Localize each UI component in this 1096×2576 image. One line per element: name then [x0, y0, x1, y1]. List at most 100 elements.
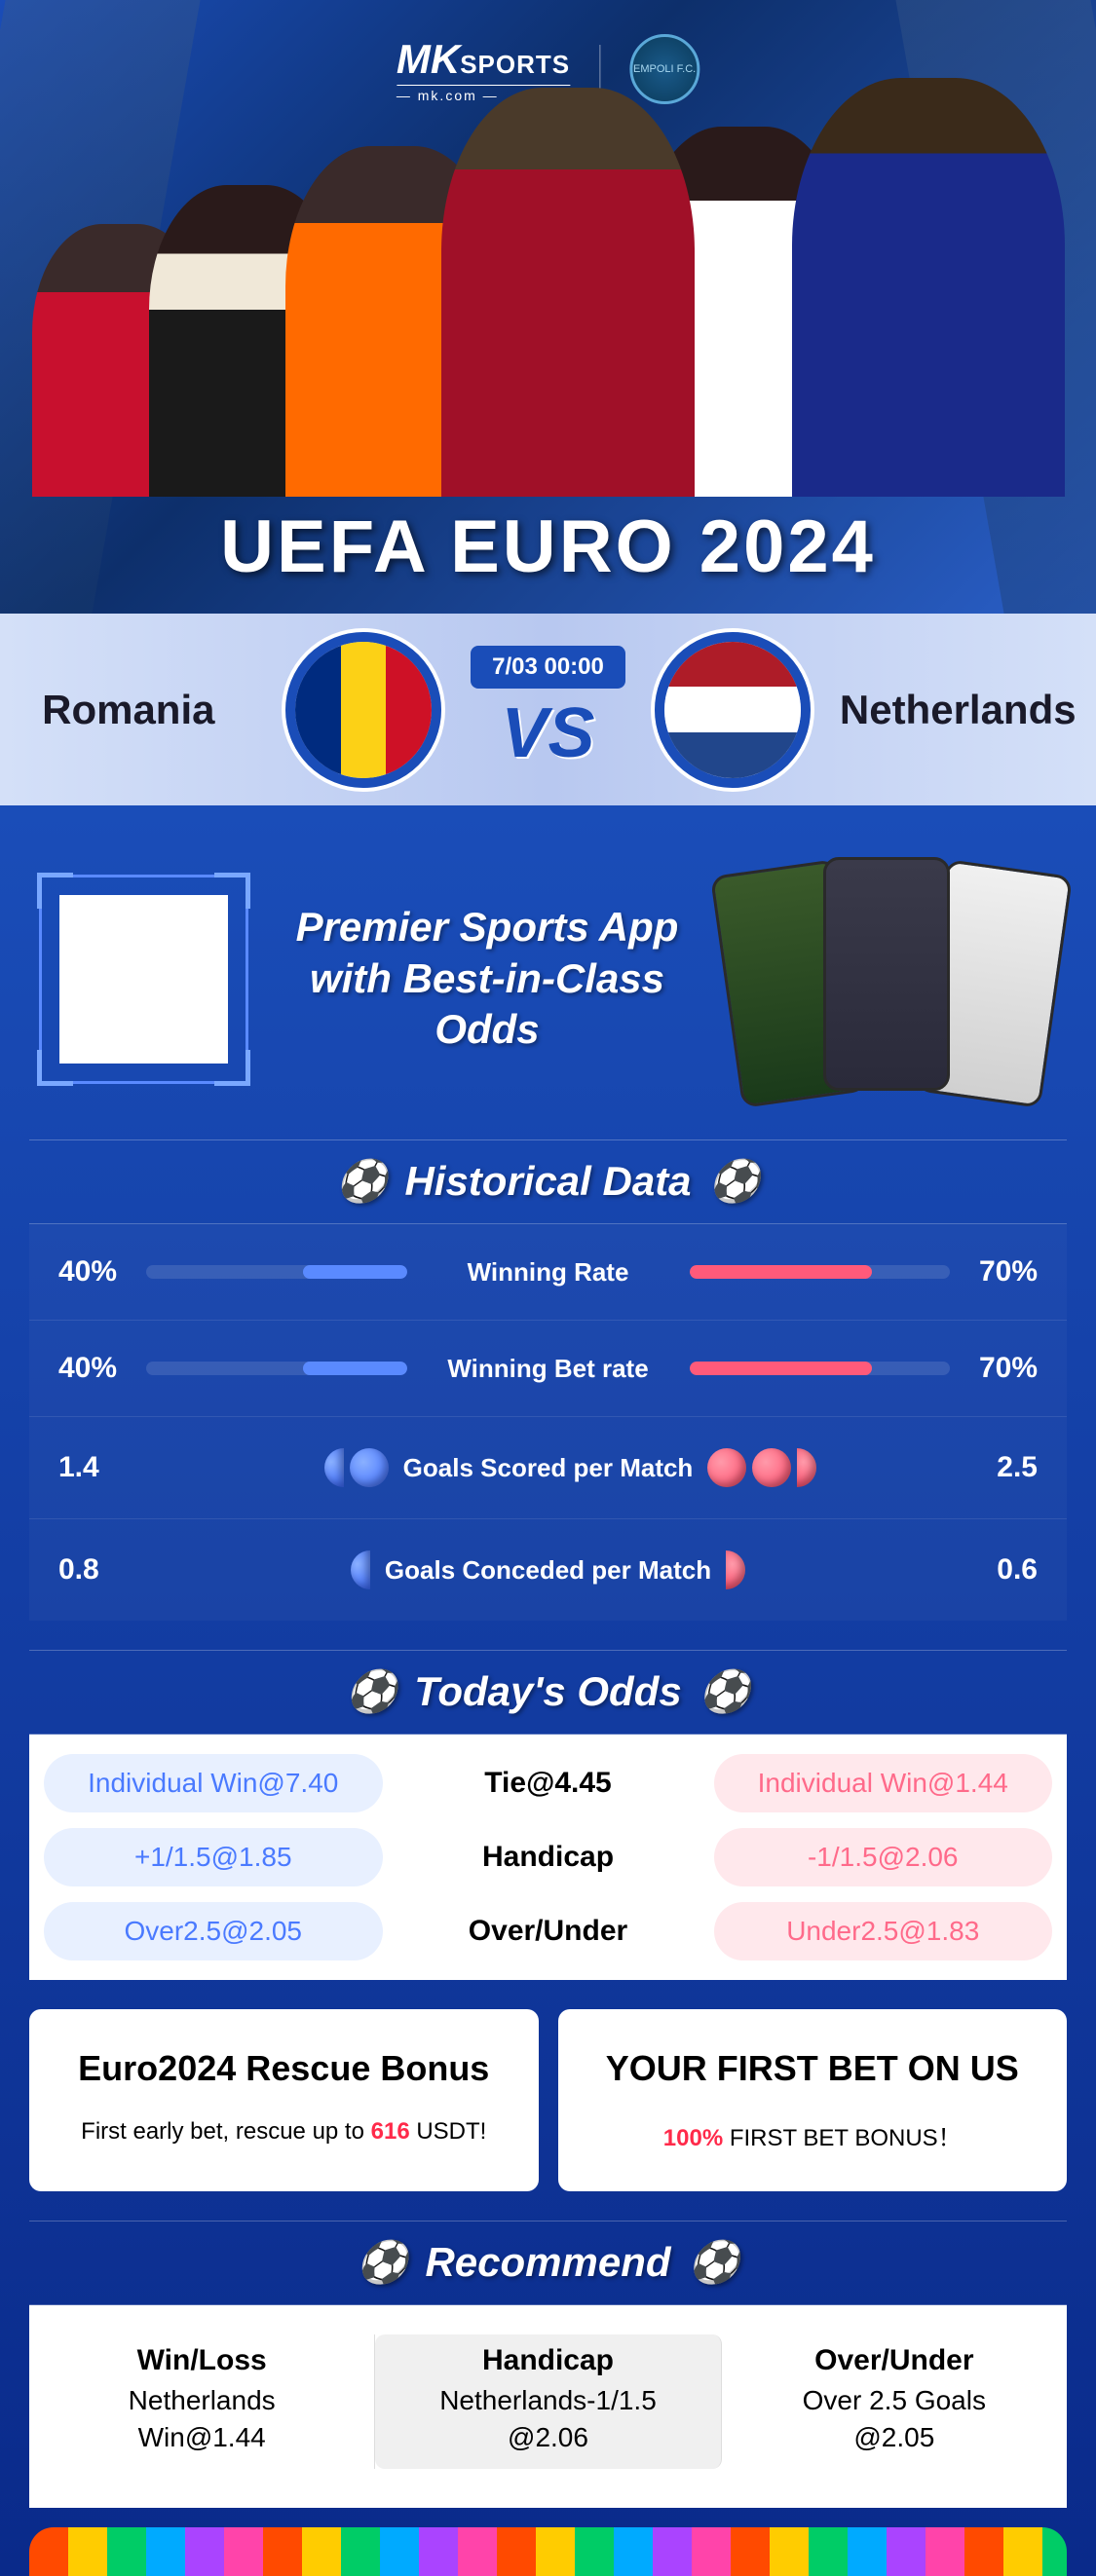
recommend-odds: @2.05: [737, 2422, 1052, 2453]
match-time: 7/03 00:00: [471, 646, 625, 689]
hist-label: Goals Conceded per Match: [385, 1555, 711, 1586]
bar-track-left: [146, 1265, 407, 1279]
recommend-head: Over/Under: [737, 2344, 1052, 2377]
ball-row: [707, 1448, 950, 1487]
hist-left-value: 40%: [58, 1255, 146, 1288]
app-screenshots: [726, 857, 1057, 1101]
soccer-ball-icon: ⚽: [699, 1668, 750, 1716]
hist-mid: Goals Conceded per Match: [146, 1550, 950, 1589]
recommend-col[interactable]: Over/Under Over 2.5 Goals @2.05: [722, 2334, 1067, 2469]
ball-row: [726, 1550, 950, 1589]
soccer-ball-icon: ⚽: [357, 2239, 407, 2287]
bonus-card[interactable]: Euro2024 Rescue Bonus First early bet, re…: [29, 2009, 539, 2191]
hero-title: UEFA EURO 2024: [0, 504, 1096, 589]
odds-pill-right[interactable]: Under2.5@1.83: [714, 1902, 1053, 1960]
logo-sports: SPORTS: [460, 50, 570, 79]
recommend-head: Win/Loss: [44, 2344, 359, 2377]
odds-mid-label: Handicap: [402, 1841, 695, 1874]
promo-app-row: Premier Sports App with Best-in-Class Od…: [29, 838, 1067, 1139]
odds-pill-right[interactable]: Individual Win@1.44: [714, 1754, 1053, 1812]
section-header-historical: ⚽ Historical Data ⚽: [29, 1139, 1067, 1224]
bar-track-left: [146, 1362, 407, 1375]
hist-mid: Winning Rate: [146, 1257, 950, 1288]
recommend-value: Netherlands: [44, 2385, 359, 2416]
team-away-name: Netherlands: [840, 687, 1093, 733]
ball-half-icon: [324, 1448, 344, 1487]
recommend-odds: @2.06: [390, 2422, 705, 2453]
promo-line1: Premier Sports App: [278, 902, 697, 953]
odds-pill-left[interactable]: Individual Win@7.40: [44, 1754, 383, 1812]
match-bar: Romania 7/03 00:00 VS Netherlands: [0, 614, 1096, 808]
main-content: Premier Sports App with Best-in-Class Od…: [0, 808, 1096, 2576]
recommend-value: Netherlands-1/1.5: [390, 2385, 705, 2416]
bar-fill-left: [303, 1265, 407, 1279]
ball-half-icon: [797, 1448, 816, 1487]
odds-pill-left[interactable]: +1/1.5@1.85: [44, 1828, 383, 1886]
flag-away: [655, 632, 811, 788]
ball-row: [146, 1550, 370, 1589]
bonus-title: Euro2024 Rescue Bonus: [58, 2048, 510, 2089]
bonus-subtitle: First early bet, rescue up to 616 USDT!: [58, 2118, 510, 2146]
brand-divider: [599, 45, 600, 93]
section-header-odds: ⚽ Today's Odds ⚽: [29, 1650, 1067, 1735]
vs-text: VS: [471, 693, 625, 773]
players-row: [0, 88, 1096, 497]
ball-row: [146, 1448, 389, 1487]
hist-right-value: 2.5: [950, 1451, 1038, 1484]
hist-left-value: 1.4: [58, 1451, 146, 1484]
odds-mid-label: Tie@4.45: [402, 1767, 695, 1800]
bar-fill-right: [690, 1362, 872, 1375]
section-title: Today's Odds: [414, 1668, 681, 1714]
player-graphic: [792, 78, 1065, 497]
logo-mk: MK: [397, 36, 460, 82]
recommend-table: Win/Loss Netherlands Win@1.44 Handicap Nethe…: [29, 2305, 1067, 2508]
bar-track-right: [690, 1265, 951, 1279]
odds-row: +1/1.5@1.85 Handicap -1/1.5@2.06: [44, 1828, 1052, 1886]
ball-icon: [707, 1448, 746, 1487]
ball-half-icon: [351, 1550, 370, 1589]
bonus-cards-row: Euro2024 Rescue Bonus First early bet, re…: [29, 1980, 1067, 2221]
recommend-value: Over 2.5 Goals: [737, 2385, 1052, 2416]
bar-fill-left: [303, 1362, 407, 1375]
soccer-ball-icon: ⚽: [336, 1158, 387, 1206]
vs-block: 7/03 00:00 VS: [471, 646, 625, 773]
bonus-card[interactable]: YOUR FIRST BET ON US100% FIRST BET BONUS…: [558, 2009, 1068, 2191]
hist-right-value: 70%: [950, 1255, 1038, 1288]
qr-code-placeholder: [59, 895, 228, 1064]
hist-mid: Winning Bet rate: [146, 1354, 950, 1384]
hist-left-value: 0.8: [58, 1553, 146, 1587]
section-title: Historical Data: [404, 1158, 691, 1204]
player-graphic: [441, 88, 695, 497]
section-title: Recommend: [425, 2239, 670, 2285]
hist-left-value: 40%: [58, 1352, 146, 1385]
recommend-col[interactable]: Handicap Netherlands-1/1.5 @2.06: [375, 2334, 721, 2469]
ball-icon: [752, 1448, 791, 1487]
odds-table: Individual Win@7.40 Tie@4.45 Individual Wi…: [29, 1735, 1067, 1980]
odds-mid-label: Over/Under: [402, 1915, 695, 1948]
bar-track-right: [690, 1362, 951, 1375]
hist-right-value: 70%: [950, 1352, 1038, 1385]
footer-color-stripe: [29, 2527, 1067, 2576]
flag-home: [285, 632, 441, 788]
soccer-ball-icon: ⚽: [689, 2239, 739, 2287]
odds-row: Over2.5@2.05 Over/Under Under2.5@1.83: [44, 1902, 1052, 1960]
odds-pill-right[interactable]: -1/1.5@2.06: [714, 1828, 1053, 1886]
section-header-recommend: ⚽ Recommend ⚽: [29, 2221, 1067, 2305]
team-home-name: Romania: [3, 687, 256, 733]
hist-label: Winning Rate: [422, 1257, 675, 1288]
odds-pill-left[interactable]: Over2.5@2.05: [44, 1902, 383, 1960]
promo-text: Premier Sports App with Best-in-Class Od…: [278, 902, 697, 1056]
bonus-subtitle: 100% FIRST BET BONUS！: [587, 2118, 1039, 2152]
qr-code-frame[interactable]: [39, 875, 248, 1084]
hero-banner: MKSPORTS — mk.com — EMPOLI F.C. UEFA EUR…: [0, 0, 1096, 614]
promo-line2: with Best-in-Class Odds: [278, 953, 697, 1056]
recommend-head: Handicap: [390, 2344, 705, 2377]
soccer-ball-icon: ⚽: [709, 1158, 760, 1206]
hist-row: 40%Winning Bet rate70%: [29, 1321, 1067, 1417]
hist-label: Goals Scored per Match: [403, 1453, 694, 1483]
recommend-col[interactable]: Win/Loss Netherlands Win@1.44: [29, 2334, 375, 2469]
hist-row: 1.4 Goals Scored per Match 2.5: [29, 1417, 1067, 1519]
hist-right-value: 0.6: [950, 1553, 1038, 1587]
recommend-odds: Win@1.44: [44, 2422, 359, 2453]
soccer-ball-icon: ⚽: [346, 1668, 397, 1716]
